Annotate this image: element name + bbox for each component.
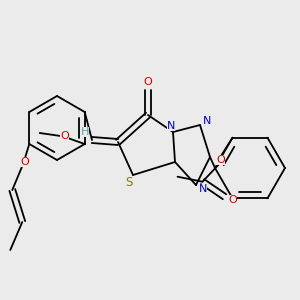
Text: O: O (144, 77, 152, 87)
Text: N: N (199, 184, 207, 194)
Text: N: N (167, 121, 175, 131)
Text: H: H (81, 127, 89, 137)
Text: O: O (20, 157, 29, 167)
Text: O: O (228, 195, 237, 205)
Text: S: S (125, 176, 133, 190)
Text: O: O (216, 155, 225, 165)
Text: O: O (60, 131, 69, 141)
Text: N: N (203, 116, 211, 126)
